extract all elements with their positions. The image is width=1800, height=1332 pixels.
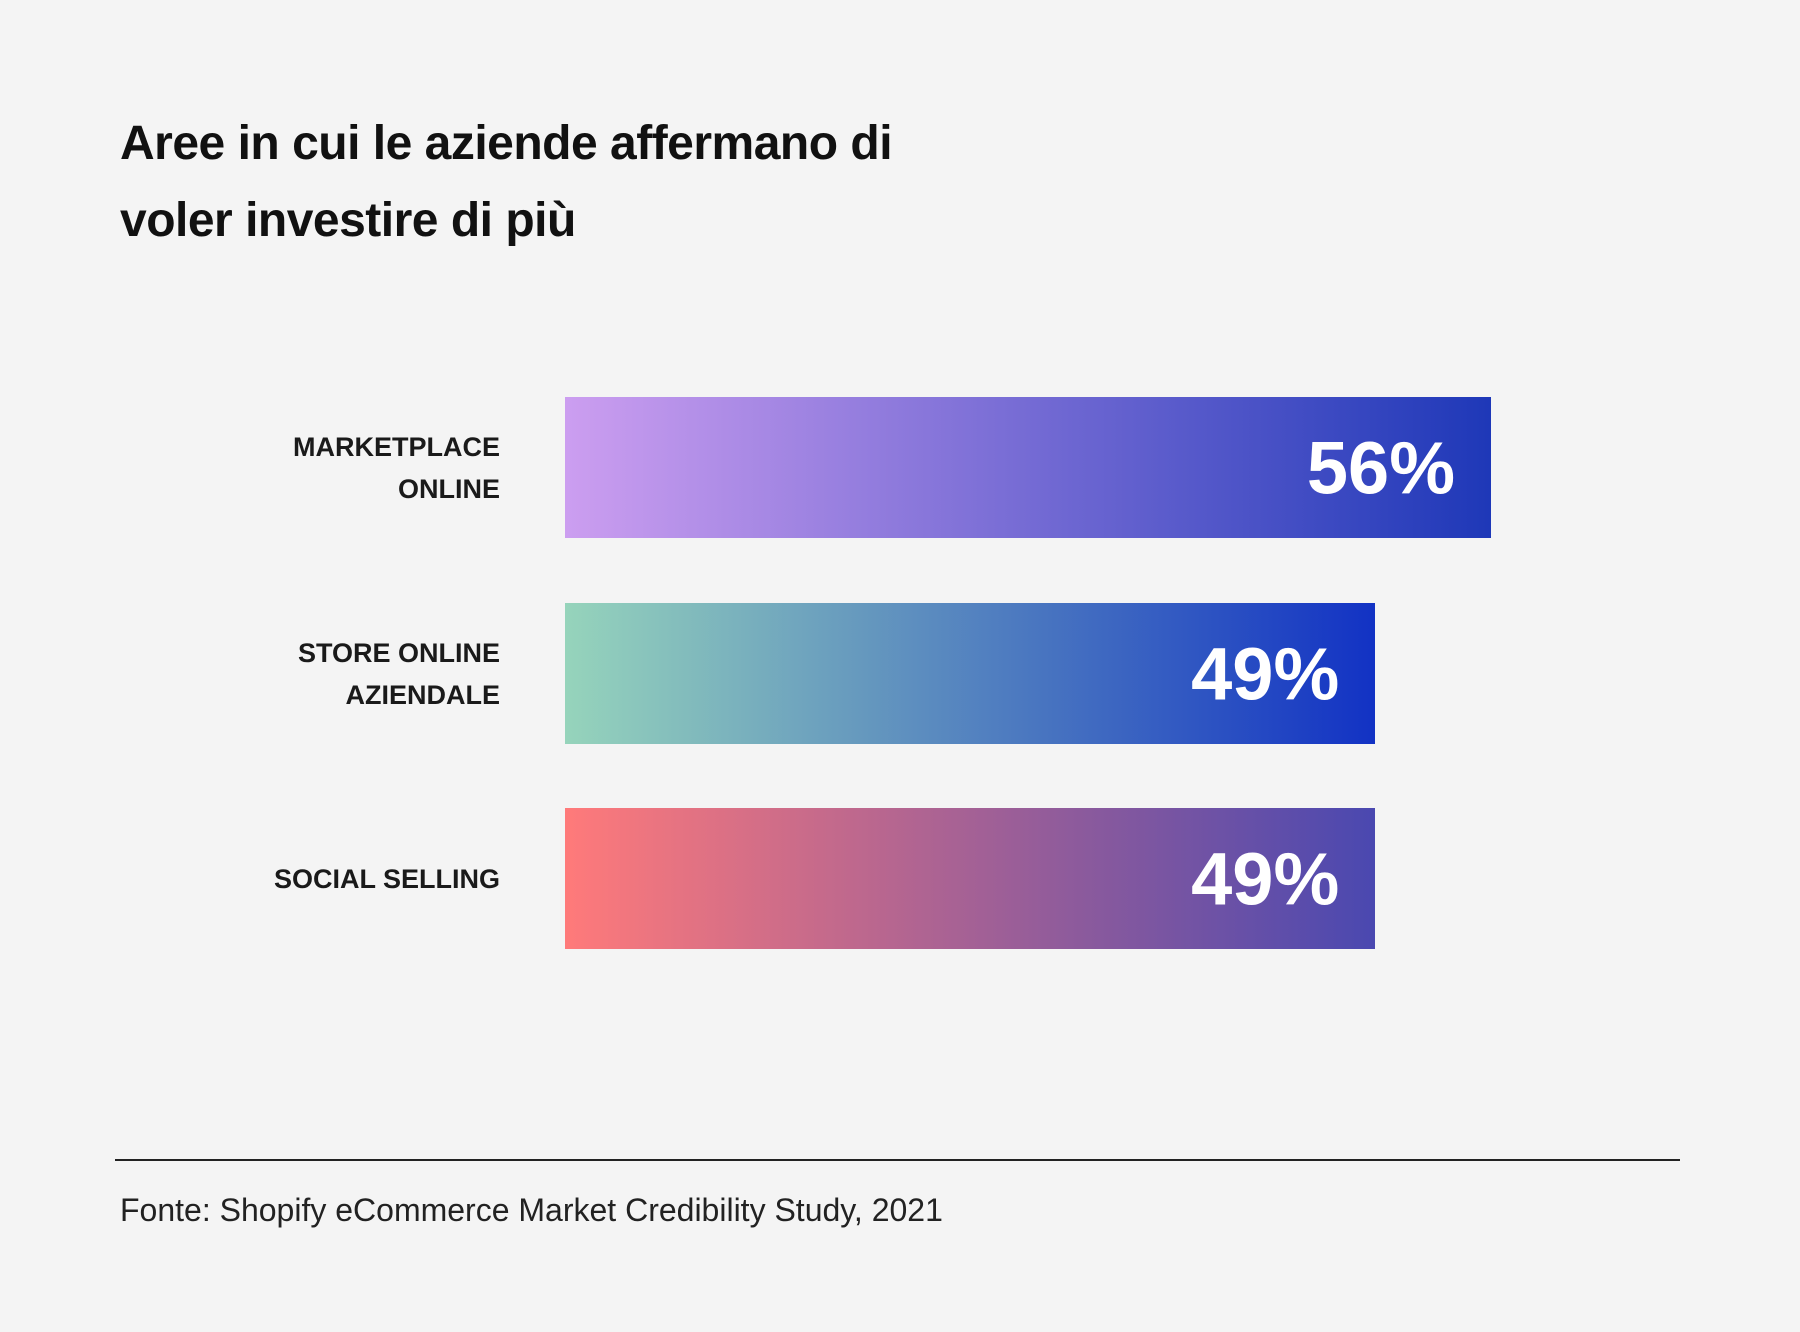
value-label: 49% (1191, 632, 1340, 715)
bar (565, 603, 1376, 744)
bar (565, 397, 1491, 538)
divider (115, 1159, 1680, 1161)
value-label: 56% (1306, 426, 1455, 509)
category-label: SOCIAL SELLING (273, 863, 500, 894)
bar (565, 808, 1376, 949)
category-label: STORE ONLINE AZIENDALE (297, 637, 500, 710)
source-note: Fonte: Shopify eCommerce Market Credibil… (120, 1192, 943, 1228)
category-label: MARKETPLACE ONLINE (293, 431, 500, 504)
value-label: 49% (1191, 837, 1340, 920)
chart-title: Aree in cui le aziende affermano di vole… (120, 117, 893, 247)
